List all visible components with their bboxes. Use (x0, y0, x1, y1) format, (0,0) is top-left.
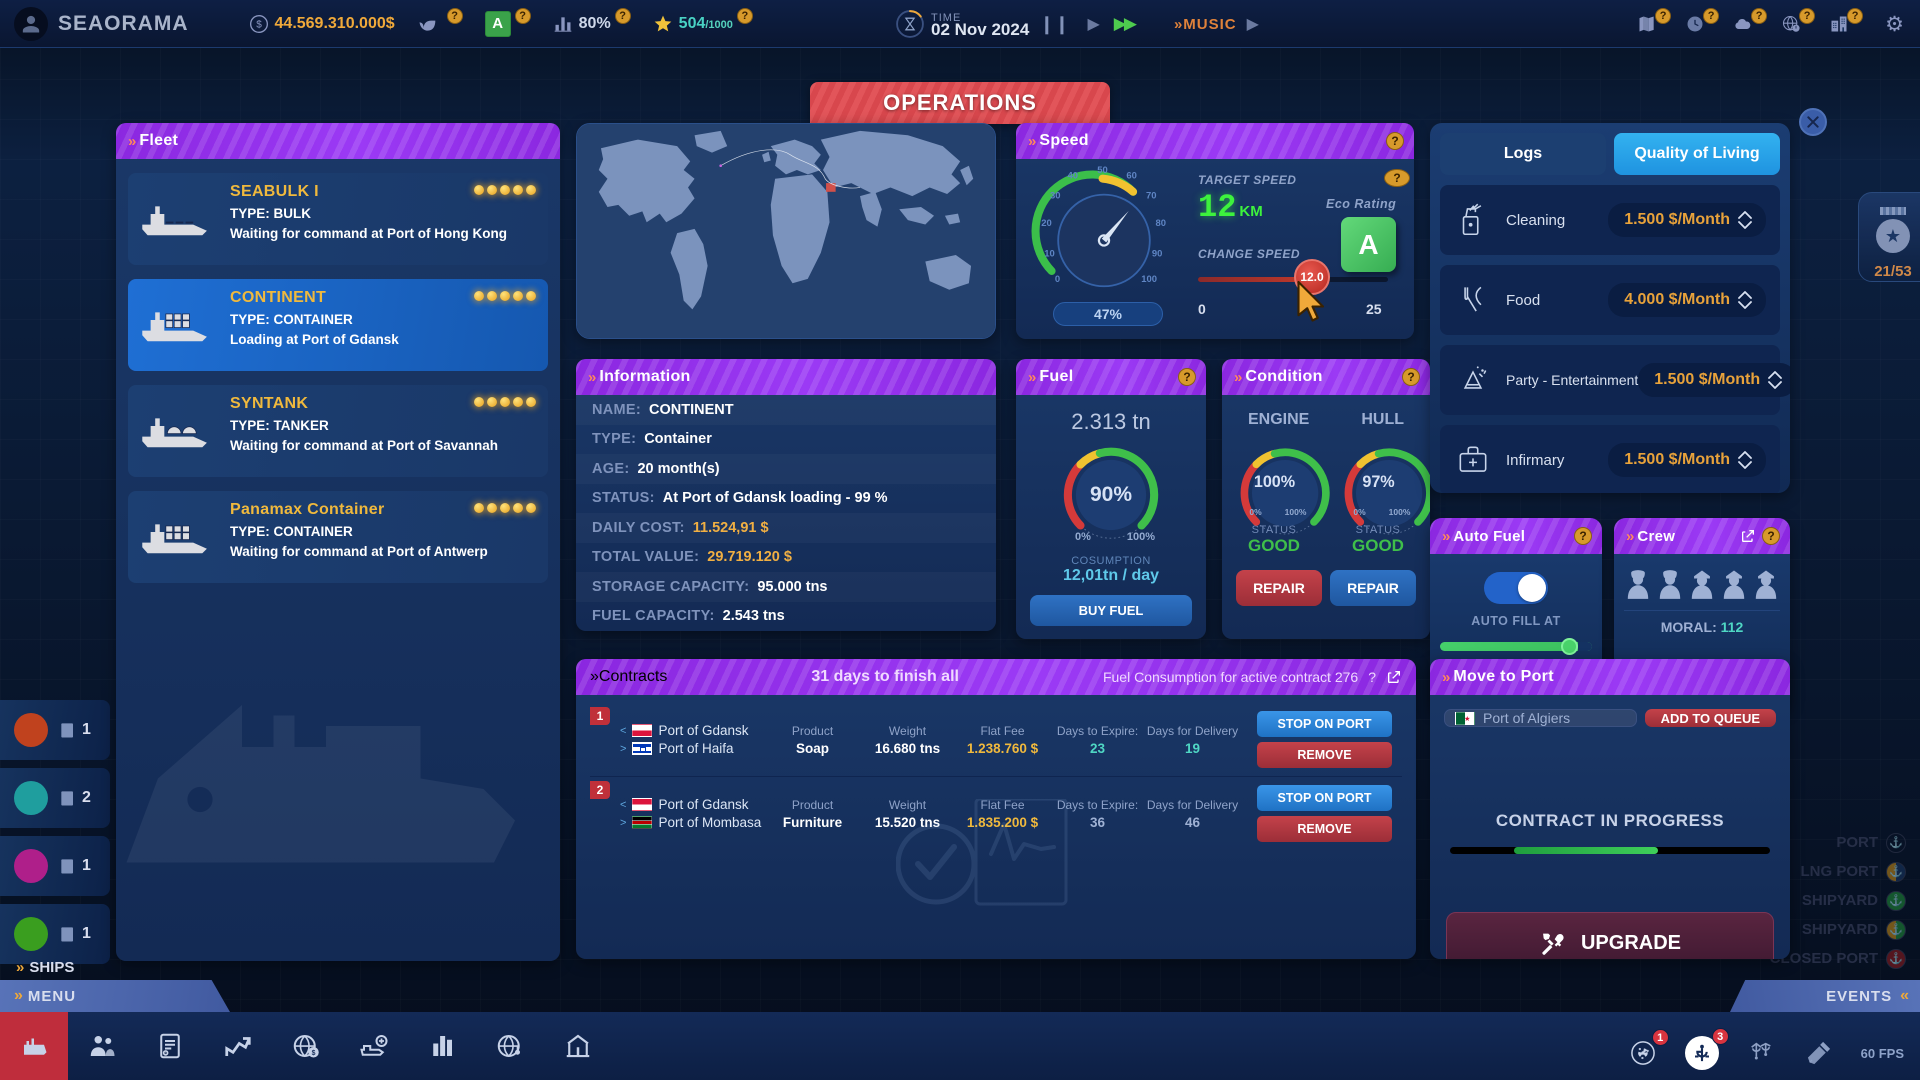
svg-text:0: 0 (1055, 274, 1060, 285)
svg-text:$: $ (312, 1050, 316, 1057)
svg-text:50: 50 (1097, 165, 1108, 176)
svg-text:60: 60 (1126, 171, 1137, 182)
svg-text:90: 90 (1152, 248, 1163, 259)
svg-text:30: 30 (1050, 190, 1061, 201)
svg-text:10: 10 (1044, 248, 1055, 259)
svg-text:80: 80 (1155, 218, 1166, 229)
svg-text:70: 70 (1146, 190, 1157, 201)
svg-text:100: 100 (1141, 274, 1157, 285)
svg-text:20: 20 (1041, 218, 1052, 229)
svg-text:40: 40 (1067, 171, 1078, 182)
svg-text:$: $ (256, 19, 262, 30)
